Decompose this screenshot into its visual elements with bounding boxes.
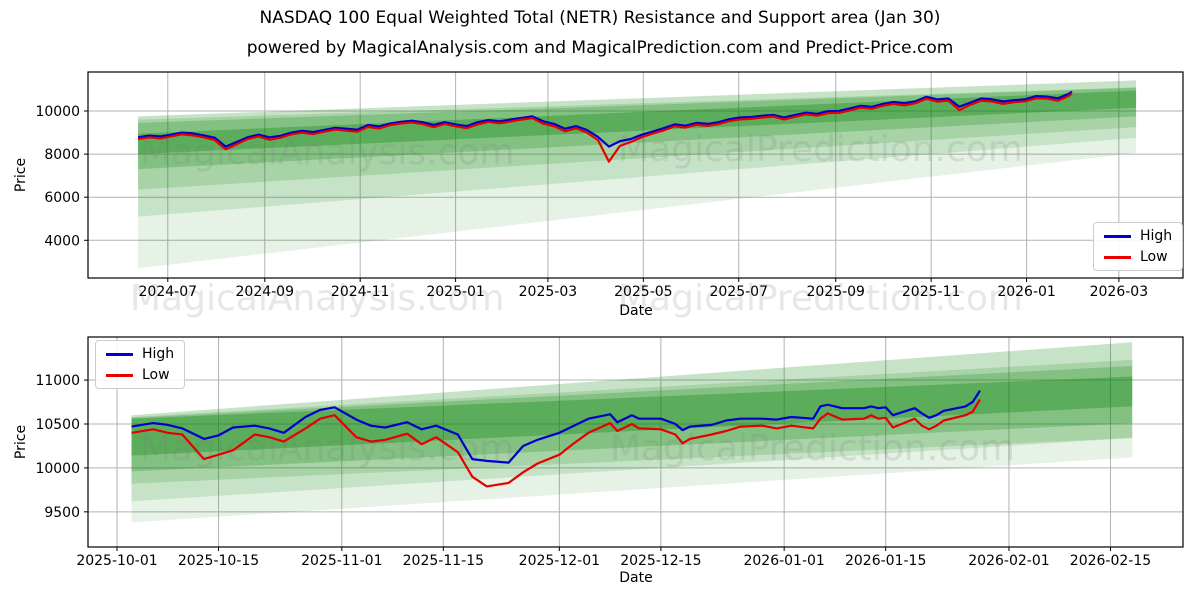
- overview-tick-labels: 2024-07 2024-09 2024-11 2025-01 2025-03 2025-…: [35, 104, 1148, 300]
- x-tick-label: 2025-11-15: [403, 553, 484, 569]
- overview-low-line: [137, 92, 1073, 163]
- x-tick-label: 2025-03: [519, 284, 578, 300]
- high-line-swatch: [1104, 234, 1131, 238]
- y-tick-label: 11000: [35, 373, 80, 389]
- y-tick-label: 6000: [44, 190, 80, 206]
- x-tick-label: 2025-12-01: [519, 553, 600, 569]
- watermark-magicalprediction: MagicalPrediction.com: [610, 428, 1015, 469]
- x-tick-label: 2025-05: [614, 284, 673, 300]
- x-tick-label: 2026-02-15: [1070, 553, 1151, 569]
- bottom-xlabel: Date: [619, 570, 653, 586]
- overview-support-resistance-bands: [138, 80, 1137, 269]
- watermark-magicalanalysis-middle: MagicalAnalysis.com: [130, 278, 505, 319]
- x-tick-label: 2025-11-01: [301, 553, 382, 569]
- x-tick-label: 2025-09: [806, 284, 865, 300]
- x-tick-label: 2026-01-01: [743, 553, 824, 569]
- x-tick-label: 2025-10-01: [76, 553, 157, 569]
- x-tick-label: 2025-12-15: [620, 553, 701, 569]
- top-legend: High Low: [1093, 222, 1184, 271]
- figure-title: NASDAQ 100 Equal Weighted Total (NETR) R…: [259, 8, 941, 28]
- watermark-magicalprediction-middle: MagicalPrediction.com: [618, 278, 1023, 319]
- x-tick-label: 2026-03: [1090, 284, 1149, 300]
- figure-subtitle: powered by MagicalAnalysis.com and Magic…: [246, 38, 954, 58]
- x-tick-label: 2025-11: [902, 284, 961, 300]
- x-tick-label: 2024-09: [236, 284, 295, 300]
- top-xlabel: Date: [619, 303, 653, 319]
- recent-detail-grid: [88, 337, 1183, 547]
- y-tick-label: 10000: [35, 461, 80, 477]
- low-line-swatch: [106, 373, 133, 377]
- x-tick-label: 2024-11: [331, 284, 390, 300]
- overview-grid: [88, 72, 1183, 278]
- x-tick-label: 2026-02-01: [968, 553, 1049, 569]
- overview-chart: MagicalAnalysis.com MagicalPrediction.com…: [35, 71, 1184, 300]
- top-legend-item-low: Low: [1104, 250, 1172, 264]
- y-tick-label: 4000: [44, 233, 80, 249]
- y-tick-label: 10000: [35, 104, 80, 120]
- x-tick-label: 2024-07: [139, 284, 198, 300]
- y-tick-label: 9500: [44, 505, 80, 521]
- watermark-magicalanalysis: MagicalAnalysis.com: [140, 132, 514, 173]
- overview-high-line: [137, 90, 1073, 148]
- high-line-swatch: [106, 352, 133, 356]
- top-legend-label-high: High: [1140, 228, 1173, 244]
- low-line-swatch: [1104, 255, 1131, 259]
- bottom-legend-item-low: Low: [106, 368, 174, 382]
- bottom-legend-item-high: High: [106, 347, 174, 361]
- recent-detail-tick-labels: 2025-10-01 2025-10-15 2025-11-01 2025-11-15…: [35, 373, 1151, 569]
- top-ylabel: Price: [13, 157, 29, 193]
- recent-detail-high-line: [131, 390, 981, 464]
- recent-detail-low-line: [131, 398, 981, 488]
- bottom-legend-label-low: Low: [142, 367, 170, 383]
- x-tick-label: 2025-01: [426, 284, 485, 300]
- bottom-legend-label-high: High: [142, 346, 175, 362]
- watermark-magicalprediction: MagicalPrediction.com: [618, 129, 1023, 170]
- x-tick-label: 2025-07: [709, 284, 768, 300]
- recent-detail-chart: MagicalAnalysis.com MagicalPrediction.com…: [35, 336, 1184, 569]
- top-legend-label-low: Low: [1140, 249, 1168, 265]
- x-tick-label: 2026-01: [997, 284, 1056, 300]
- bottom-legend: High Low: [95, 340, 186, 389]
- y-tick-label: 8000: [44, 147, 80, 163]
- x-tick-label: 2026-01-15: [845, 553, 926, 569]
- x-tick-label: 2025-10-15: [178, 553, 259, 569]
- top-legend-item-high: High: [1104, 229, 1172, 243]
- bottom-ylabel: Price: [13, 424, 29, 460]
- y-tick-label: 10500: [35, 417, 80, 433]
